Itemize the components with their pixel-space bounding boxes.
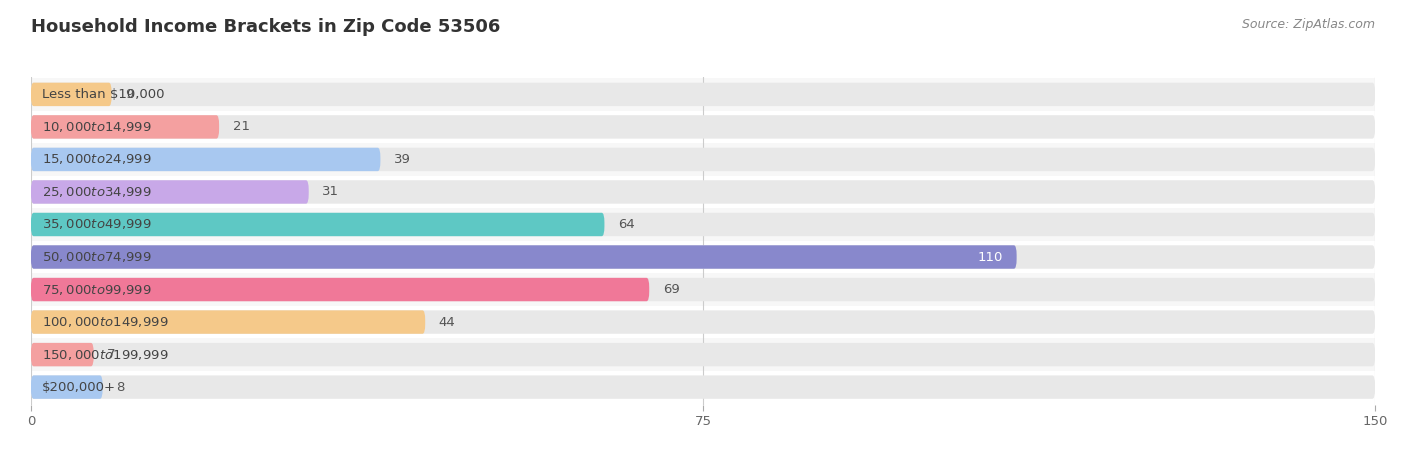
Text: $25,000 to $34,999: $25,000 to $34,999 — [42, 185, 152, 199]
Text: 9: 9 — [125, 88, 134, 101]
FancyBboxPatch shape — [31, 148, 381, 171]
FancyBboxPatch shape — [31, 371, 1375, 403]
FancyBboxPatch shape — [31, 310, 1375, 334]
FancyBboxPatch shape — [31, 180, 309, 204]
FancyBboxPatch shape — [31, 343, 1375, 366]
FancyBboxPatch shape — [31, 343, 94, 366]
FancyBboxPatch shape — [31, 143, 1375, 176]
FancyBboxPatch shape — [31, 115, 219, 139]
Text: $75,000 to $99,999: $75,000 to $99,999 — [42, 283, 152, 297]
FancyBboxPatch shape — [31, 208, 1375, 241]
FancyBboxPatch shape — [31, 213, 605, 236]
Text: Less than $10,000: Less than $10,000 — [42, 88, 165, 101]
Text: Household Income Brackets in Zip Code 53506: Household Income Brackets in Zip Code 53… — [31, 18, 501, 36]
FancyBboxPatch shape — [31, 273, 1375, 306]
Text: $15,000 to $24,999: $15,000 to $24,999 — [42, 153, 152, 166]
Text: $35,000 to $49,999: $35,000 to $49,999 — [42, 217, 152, 231]
FancyBboxPatch shape — [31, 375, 1375, 399]
FancyBboxPatch shape — [31, 83, 111, 106]
FancyBboxPatch shape — [31, 241, 1375, 273]
FancyBboxPatch shape — [31, 375, 103, 399]
FancyBboxPatch shape — [31, 176, 1375, 208]
FancyBboxPatch shape — [31, 245, 1017, 269]
Text: 64: 64 — [617, 218, 634, 231]
Text: 39: 39 — [394, 153, 411, 166]
Text: 110: 110 — [977, 251, 1004, 264]
Text: $10,000 to $14,999: $10,000 to $14,999 — [42, 120, 152, 134]
Text: 7: 7 — [107, 348, 115, 361]
Text: Source: ZipAtlas.com: Source: ZipAtlas.com — [1241, 18, 1375, 31]
FancyBboxPatch shape — [31, 310, 425, 334]
FancyBboxPatch shape — [31, 180, 1375, 204]
FancyBboxPatch shape — [31, 83, 1375, 106]
Text: $100,000 to $149,999: $100,000 to $149,999 — [42, 315, 169, 329]
FancyBboxPatch shape — [31, 278, 650, 301]
Text: 69: 69 — [662, 283, 679, 296]
Text: $200,000+: $200,000+ — [42, 381, 115, 394]
FancyBboxPatch shape — [31, 115, 1375, 139]
FancyBboxPatch shape — [31, 245, 1375, 269]
Text: 44: 44 — [439, 315, 456, 328]
FancyBboxPatch shape — [31, 306, 1375, 338]
Text: 31: 31 — [322, 185, 339, 198]
FancyBboxPatch shape — [31, 111, 1375, 143]
FancyBboxPatch shape — [31, 338, 1375, 371]
Text: 21: 21 — [232, 121, 249, 133]
FancyBboxPatch shape — [31, 148, 1375, 171]
Text: $50,000 to $74,999: $50,000 to $74,999 — [42, 250, 152, 264]
FancyBboxPatch shape — [31, 278, 1375, 301]
Text: $150,000 to $199,999: $150,000 to $199,999 — [42, 347, 169, 362]
Text: 8: 8 — [117, 381, 125, 394]
FancyBboxPatch shape — [31, 78, 1375, 111]
FancyBboxPatch shape — [31, 213, 1375, 236]
